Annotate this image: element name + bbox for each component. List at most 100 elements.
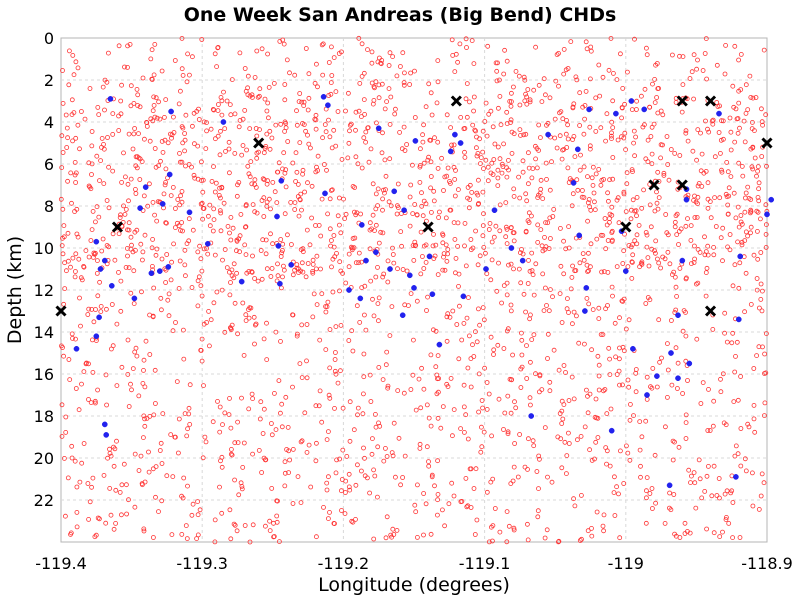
event-marker-red <box>103 372 109 378</box>
event-marker-red <box>391 420 397 426</box>
event-marker-red <box>614 264 620 270</box>
event-marker-red <box>404 268 410 274</box>
event-marker-red <box>609 136 614 142</box>
event-marker-red <box>485 164 491 170</box>
event-marker-red <box>128 381 133 387</box>
event-marker-red <box>261 406 267 412</box>
event-marker-red <box>109 302 115 307</box>
event-marker-red <box>435 491 441 497</box>
event-marker-red <box>296 213 302 219</box>
event-marker-red <box>137 104 143 110</box>
event-marker-red <box>163 97 169 102</box>
event-marker-red <box>252 341 257 347</box>
event-marker-red <box>750 95 756 101</box>
event-marker-blue <box>716 110 722 117</box>
event-marker-red <box>368 399 374 404</box>
event-marker-red <box>68 264 73 270</box>
event-marker-red <box>582 116 587 122</box>
event-marker-red <box>162 137 168 143</box>
event-marker-red <box>644 52 650 58</box>
event-marker-red <box>283 184 289 190</box>
event-marker-red <box>73 135 79 141</box>
event-marker-red <box>436 215 442 220</box>
event-marker-red <box>353 260 359 266</box>
event-marker-red <box>305 132 310 138</box>
event-marker-red <box>738 213 744 218</box>
event-marker-red <box>258 399 264 405</box>
event-marker-blue <box>288 261 295 268</box>
event-marker-red <box>350 183 356 189</box>
event-marker-red <box>590 182 596 188</box>
event-marker-red <box>671 269 677 275</box>
event-marker-red <box>95 105 101 110</box>
event-marker-red <box>762 371 767 376</box>
event-marker-red <box>466 333 472 339</box>
event-marker-red <box>217 208 223 214</box>
event-marker-red <box>200 189 206 195</box>
event-marker-red <box>654 95 659 100</box>
event-marker-red <box>759 119 765 125</box>
event-marker-red <box>557 110 562 116</box>
event-marker-red <box>504 539 510 545</box>
event-marker-blue <box>238 278 245 285</box>
event-marker-red <box>326 60 332 65</box>
event-marker-red <box>244 147 250 153</box>
event-marker-red <box>443 215 449 221</box>
event-marker-red <box>728 129 734 135</box>
event-marker-red <box>75 122 81 128</box>
event-marker-red <box>117 489 123 495</box>
event-marker-red <box>70 53 76 58</box>
event-marker-red <box>285 139 291 144</box>
event-marker-red <box>264 131 270 137</box>
event-marker-red <box>59 433 65 439</box>
event-marker-red <box>373 120 379 126</box>
event-marker-red <box>739 163 745 169</box>
event-marker-red <box>705 180 711 186</box>
event-marker-red <box>431 231 436 237</box>
event-marker-red <box>505 431 511 437</box>
event-marker-red <box>516 73 522 79</box>
event-marker-red <box>435 353 441 359</box>
event-marker-red <box>280 241 286 247</box>
event-marker-red <box>191 141 197 147</box>
event-marker-red <box>161 115 167 120</box>
event-marker-red <box>618 51 623 57</box>
event-marker-red <box>324 437 330 443</box>
event-marker-red <box>65 135 70 141</box>
event-marker-red <box>634 241 640 247</box>
event-marker-red <box>428 423 434 429</box>
event-marker-red <box>486 111 492 117</box>
event-marker-red <box>347 122 353 128</box>
event-marker-red <box>219 464 225 470</box>
event-marker-red <box>761 47 767 53</box>
event-marker-red <box>407 82 413 87</box>
event-marker-red <box>180 228 185 234</box>
event-marker-red <box>628 216 634 222</box>
event-marker-red <box>435 389 441 395</box>
event-marker-red <box>435 139 441 145</box>
event-marker-red <box>609 119 615 125</box>
event-marker-red <box>199 358 205 364</box>
event-marker-red <box>89 129 95 134</box>
event-marker-red <box>349 328 355 334</box>
event-marker-red <box>232 522 238 528</box>
event-marker-red <box>655 86 661 91</box>
event-marker-red <box>339 477 345 482</box>
event-marker-red <box>543 244 549 250</box>
event-marker-red <box>525 537 531 543</box>
event-marker-red <box>720 118 726 124</box>
event-marker-red <box>561 71 567 77</box>
event-marker-red <box>72 458 78 464</box>
event-marker-red <box>69 112 75 117</box>
event-marker-blue <box>630 345 636 352</box>
event-marker-red <box>128 290 134 296</box>
event-marker-red <box>543 92 548 98</box>
event-marker-red <box>650 365 656 371</box>
event-marker-red <box>262 523 268 529</box>
event-marker-red <box>370 296 375 302</box>
event-marker-red <box>470 342 475 348</box>
event-marker-red <box>254 133 260 139</box>
event-marker-red <box>714 62 720 68</box>
event-marker-red <box>624 170 630 176</box>
event-marker-red <box>307 242 313 248</box>
